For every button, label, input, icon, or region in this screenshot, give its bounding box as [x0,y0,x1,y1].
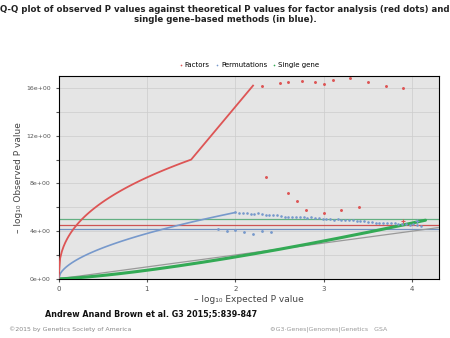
Point [288,214,296,219]
Point [285,79,292,85]
Point [319,216,326,222]
Point [232,210,239,215]
Point [294,199,301,204]
Point [223,228,230,234]
Point [251,211,258,217]
Point [267,230,274,235]
Point [382,83,389,88]
Point [330,217,338,222]
Point [342,217,349,223]
Point [241,230,248,235]
Point [391,221,398,226]
Point [364,219,372,225]
Point [285,190,292,196]
Point [357,219,364,224]
Point [320,211,328,216]
Point [285,214,292,219]
Point [311,215,319,221]
Point [300,215,307,220]
Point [329,77,336,82]
X-axis label: – log₁₀ Expected P value: – log₁₀ Expected P value [194,295,303,304]
Point [323,216,330,222]
Point [399,222,406,227]
Point [360,218,368,224]
Point [232,227,239,233]
Point [406,222,413,227]
Point [395,221,402,226]
Point [356,204,363,210]
Point [307,214,315,220]
Point [243,210,250,215]
Point [338,207,345,212]
Point [214,226,221,232]
Text: ©2015 by Genetics Society of America: ©2015 by Genetics Society of America [9,326,131,332]
Point [320,82,328,87]
Point [413,218,420,224]
Point [346,76,354,81]
Point [263,175,270,180]
Point [353,218,360,223]
Point [277,213,284,218]
Point [338,217,345,223]
Legend: Factors, Permutations, Single gene: Factors, Permutations, Single gene [175,59,322,71]
Point [402,222,410,227]
Point [255,211,262,216]
Point [334,217,341,222]
Point [304,215,311,221]
Point [239,210,247,215]
Point [315,215,322,221]
Point [400,85,407,91]
Point [247,211,254,216]
Point [276,80,283,86]
Point [274,213,281,218]
Point [372,220,379,225]
Point [258,228,265,234]
Point [379,220,387,225]
Text: Q-Q plot of observed P values against theoretical P values for factor analysis (: Q-Q plot of observed P values against th… [0,5,450,24]
Point [346,218,353,223]
Point [418,223,425,228]
Point [302,207,310,212]
Point [376,220,383,225]
Point [235,210,243,216]
Point [296,214,303,219]
Point [400,218,407,224]
Point [258,211,265,217]
Point [349,217,356,222]
Point [292,214,300,220]
Text: Andrew Anand Brown et al. G3 2015;5:839-847: Andrew Anand Brown et al. G3 2015;5:839-… [45,309,257,318]
Point [383,220,391,225]
Text: ⚙G3·Genes|Genomes|Genetics   GSA: ⚙G3·Genes|Genomes|Genetics GSA [270,327,387,332]
Point [327,216,334,222]
Point [262,212,269,217]
Point [410,222,417,227]
Point [364,79,372,85]
Y-axis label: – log₁₀ Observed P value: – log₁₀ Observed P value [14,122,23,233]
Point [298,78,305,83]
Point [387,220,394,226]
Point [368,219,375,224]
Point [266,212,273,217]
Point [258,83,265,88]
Point [311,79,319,85]
Point [414,222,421,227]
Point [281,214,288,219]
Point [249,231,256,236]
Point [270,213,277,218]
